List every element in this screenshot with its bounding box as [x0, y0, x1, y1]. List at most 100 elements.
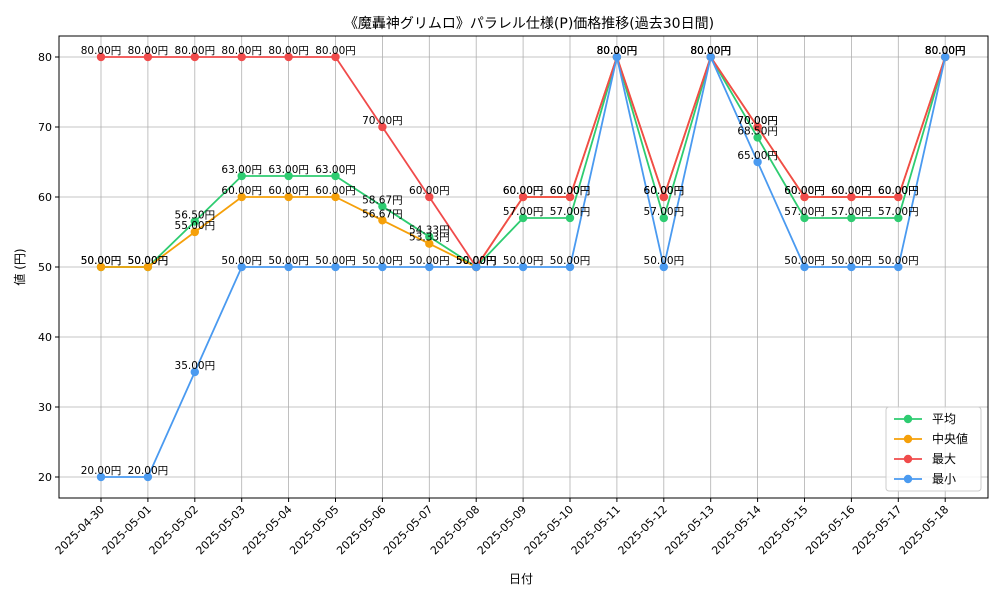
x-tick-label: 2025-05-01	[100, 503, 154, 557]
y-axis-ticks: 20 30 40 50 60 70 80	[38, 51, 59, 484]
data-label: 60.00円	[315, 185, 356, 197]
data-label: 80.00円	[597, 45, 638, 57]
x-axis-ticks: 2025-04-302025-05-012025-05-022025-05-03…	[53, 498, 951, 557]
data-point	[565, 262, 575, 272]
data-point	[800, 213, 809, 223]
y-tick-label: 20	[38, 471, 52, 484]
data-point	[518, 213, 528, 223]
data-point	[894, 213, 903, 223]
x-tick-label: 2025-05-10	[522, 503, 576, 557]
data-label: 63.00円	[221, 164, 262, 176]
data-label: 60.00円	[550, 185, 591, 197]
data-label: 80.00円	[925, 45, 966, 57]
data-label: 60.00円	[878, 185, 919, 197]
data-point	[378, 262, 387, 272]
data-point	[753, 122, 762, 132]
data-label: 50.00円	[503, 255, 544, 267]
data-point	[425, 262, 434, 272]
data-label: 50.00円	[644, 255, 685, 267]
x-tick-label: 2025-05-06	[334, 503, 388, 557]
data-point	[331, 192, 340, 202]
data-label: 53.33円	[409, 232, 450, 244]
data-point	[331, 171, 340, 181]
data-point	[800, 262, 809, 272]
y-tick-label: 80	[38, 51, 52, 64]
data-label: 56.67円	[362, 208, 403, 220]
data-label: 55.00円	[175, 220, 216, 232]
data-label: 80.00円	[925, 45, 966, 57]
data-label: 80.00円	[925, 45, 966, 57]
data-label: 60.00円	[784, 185, 825, 197]
data-label: 80.00円	[597, 45, 638, 57]
data-label: 60.00円	[550, 185, 591, 197]
data-label: 50.00円	[878, 255, 919, 267]
x-tick-label: 2025-04-30	[53, 503, 107, 557]
data-label: 58.67円	[362, 194, 403, 206]
data-label: 57.00円	[550, 206, 591, 218]
data-label: 50.00円	[362, 255, 403, 267]
x-tick-label: 2025-05-08	[428, 503, 482, 557]
data-point	[894, 192, 903, 202]
data-label: 80.00円	[81, 45, 122, 57]
y-tick-label: 40	[38, 331, 52, 344]
data-label: 60.00円	[268, 185, 309, 197]
data-point	[237, 192, 246, 202]
x-tick-label: 2025-05-02	[147, 503, 201, 557]
data-label: 57.00円	[503, 206, 544, 218]
data-point	[378, 216, 387, 225]
data-point	[425, 239, 434, 248]
x-tick-label: 2025-05-11	[569, 503, 623, 557]
x-tick-label: 2025-05-03	[193, 503, 247, 557]
data-label: 60.00円	[644, 185, 685, 197]
data-point	[753, 157, 762, 167]
data-point	[800, 192, 809, 202]
data-label: 60.00円	[644, 185, 685, 197]
data-point	[847, 192, 856, 202]
data-label: 35.00円	[175, 360, 216, 372]
data-label: 50.00円	[456, 255, 497, 267]
data-label: 57.00円	[644, 206, 685, 218]
data-point	[284, 192, 293, 202]
legend-entry: 平均	[932, 412, 956, 426]
data-point	[659, 262, 668, 272]
data-point	[894, 262, 903, 272]
data-label: 50.00円	[268, 255, 309, 267]
data-label: 57.00円	[831, 206, 872, 218]
data-point	[378, 202, 387, 211]
data-point	[96, 472, 106, 482]
data-label: 80.00円	[597, 45, 638, 57]
data-point	[284, 171, 293, 181]
data-label: 50.00円	[128, 255, 169, 267]
data-point	[237, 171, 246, 181]
data-label: 80.00円	[690, 45, 731, 57]
data-point	[518, 262, 528, 272]
data-point	[753, 133, 762, 142]
data-label: 50.00円	[409, 255, 450, 267]
data-point	[143, 52, 153, 62]
data-label: 70.00円	[362, 115, 403, 127]
data-label: 50.00円	[221, 255, 262, 267]
data-point	[847, 262, 856, 272]
data-label: 20.00円	[81, 465, 122, 477]
x-tick-label: 2025-05-04	[240, 503, 294, 557]
data-point	[847, 213, 856, 223]
x-tick-label: 2025-05-16	[803, 503, 857, 557]
data-point	[190, 217, 199, 226]
data-point	[518, 192, 528, 202]
chart-title: 《魔轟神グリムロ》パラレル仕様(P)価格推移(過去30日間)	[344, 15, 714, 32]
data-label: 50.00円	[831, 255, 872, 267]
data-label: 57.00円	[784, 206, 825, 218]
x-tick-label: 2025-05-15	[756, 503, 810, 557]
data-point	[706, 52, 715, 62]
data-label: 60.00円	[503, 185, 544, 197]
data-label: 57.00円	[878, 206, 919, 218]
legend-marker	[903, 414, 913, 424]
data-label: 60.00円	[831, 185, 872, 197]
data-point	[425, 192, 434, 202]
data-point	[331, 262, 340, 272]
legend-entry: 中央値	[932, 431, 968, 446]
data-label: 56.50円	[175, 210, 216, 222]
x-tick-label: 2025-05-13	[662, 503, 716, 557]
